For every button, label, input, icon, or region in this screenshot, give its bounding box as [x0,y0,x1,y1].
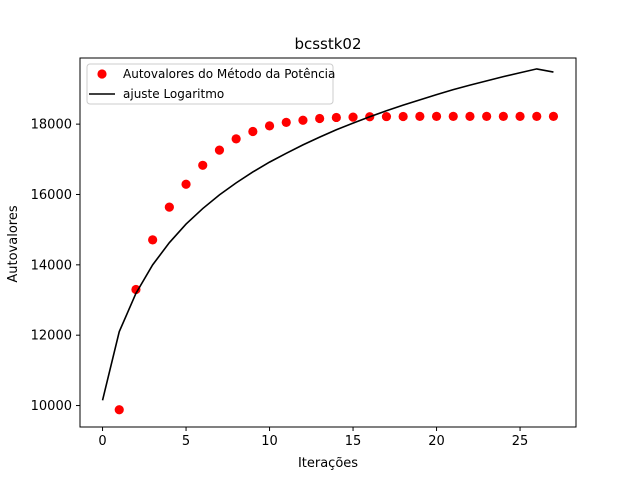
x-tick-label: 10 [261,434,278,449]
x-tick-label: 5 [182,434,190,449]
data-point [148,235,158,245]
data-point [515,111,525,121]
x-tick-label: 20 [428,434,445,449]
plot-area: 0 5 10 15 20 25 10000 12000 14000 16000 18000 [31,57,577,449]
data-point [548,111,559,121]
y-tick-label: 14000 [31,258,72,273]
data-point [381,111,392,122]
data-point [231,134,241,144]
data-point [164,202,174,212]
data-point [248,126,258,137]
data-point [398,111,408,122]
y-tick-label: 12000 [31,329,72,344]
legend-label: ajuste Logaritmo [123,87,224,101]
data-point [482,111,492,121]
legend-label: Autovalores do Método da Potência [123,67,335,81]
data-point [415,111,425,121]
data-point [465,111,475,121]
x-tick-label: 25 [512,434,529,449]
y-axis-label: Autovalores [6,205,21,282]
plot-frame [79,57,577,428]
x-tick-label: 0 [98,434,106,449]
series-line-ajuste-logaritmo [101,68,554,401]
legend: Autovalores do Método da Potência ajuste … [86,63,335,105]
data-point [315,113,325,124]
legend-box [86,63,334,105]
data-point [131,284,141,295]
data-point [348,112,358,122]
data-point [448,111,458,121]
chart-title: bcsstk02 [294,35,361,53]
data-point [214,145,225,155]
x-axis-label: Iterações [298,456,358,471]
data-point [532,111,542,121]
data-point [264,121,275,131]
data-point [298,115,308,125]
data-point [331,112,341,123]
data-point [431,111,442,121]
y-tick-label: 18000 [31,118,72,133]
legend-marker-point [97,69,107,79]
x-tick-label: 15 [345,434,362,449]
y-tick-label: 10000 [31,399,72,414]
data-point [198,160,208,170]
data-point [498,111,508,121]
data-point [181,179,191,189]
data-point [114,405,124,415]
y-tick-label: 16000 [31,188,72,203]
data-point [281,117,291,127]
